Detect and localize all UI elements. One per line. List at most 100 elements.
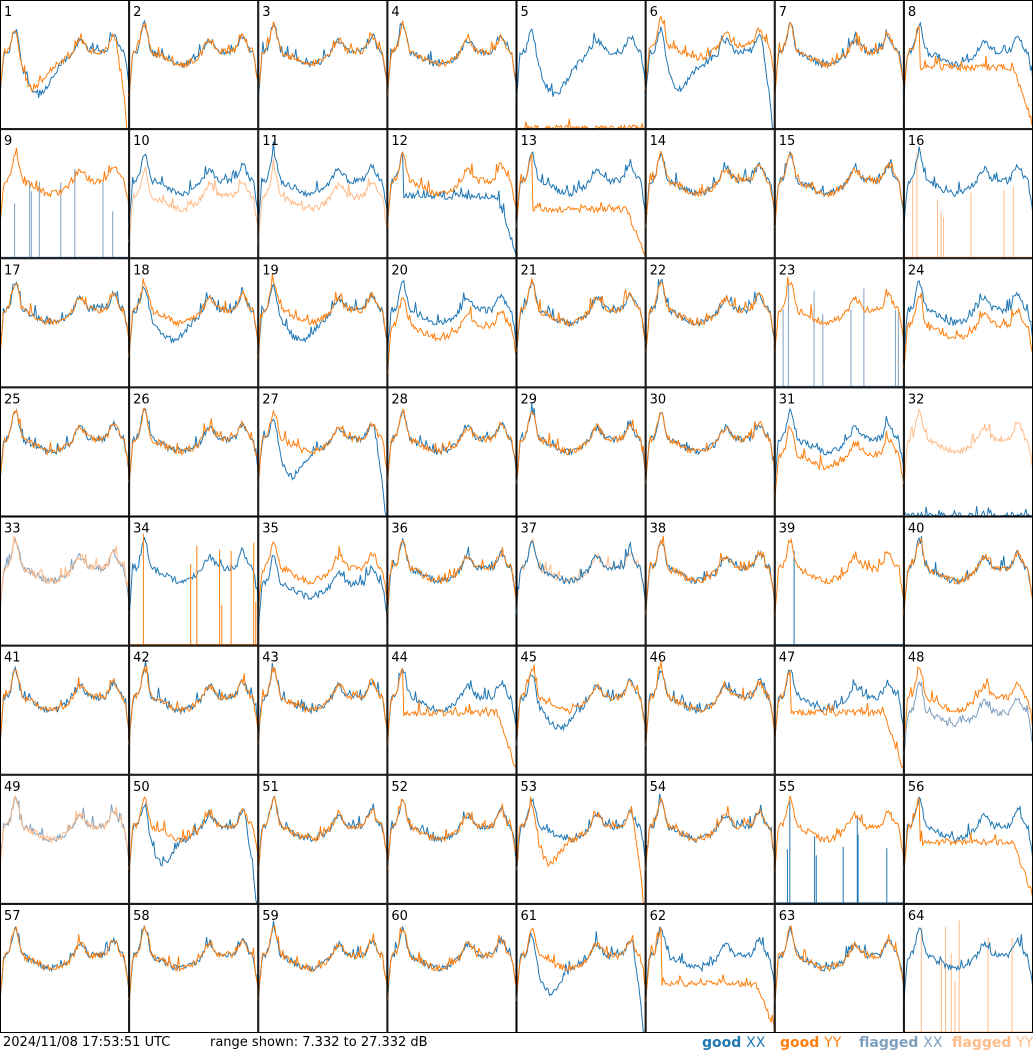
- panel-13: 13: [516, 129, 647, 259]
- series-yy-3: [257, 21, 388, 88]
- series-xx-7: [774, 21, 905, 91]
- panel-frame: [774, 903, 904, 1033]
- panel-frame: [129, 258, 259, 388]
- panel-frame: [774, 129, 904, 259]
- panel-number: 30: [650, 392, 667, 407]
- panel-19: 19: [257, 258, 388, 388]
- series-yy-7: [774, 22, 905, 97]
- range-label: range shown: 7.332 to 27.332 dB: [210, 1035, 428, 1050]
- series-yy-57: [0, 926, 130, 1001]
- panel-14: 14: [645, 129, 776, 259]
- panel-frame: [903, 0, 1033, 130]
- panel-number: 10: [133, 134, 150, 149]
- panel-frame: [129, 774, 259, 904]
- panel-frame: [129, 129, 259, 259]
- panel-frame: [645, 645, 775, 775]
- panel-frame: [387, 903, 517, 1033]
- series-yy-13: [516, 153, 647, 257]
- panel-number: 53: [521, 780, 538, 795]
- panel-54: 54: [645, 774, 776, 904]
- panel-37: 37: [516, 516, 647, 646]
- series-yy-28: [386, 408, 517, 483]
- series-xx-14: [645, 152, 776, 228]
- series-xx-43: [257, 663, 388, 745]
- panel-frame: [0, 645, 130, 775]
- panel-58: 58: [128, 903, 259, 1033]
- series-xx-5: [516, 28, 647, 97]
- panel-6: 6: [645, 0, 776, 130]
- panel-frame: [387, 645, 517, 775]
- panel-number: 60: [391, 909, 408, 924]
- panel-frame: [129, 903, 259, 1033]
- panel-9: 9: [0, 129, 130, 259]
- series-xx-60: [386, 926, 517, 1001]
- series-yy-9: [0, 147, 130, 227]
- series-yy-41: [0, 668, 130, 745]
- panel-frame: [0, 0, 130, 130]
- series-yy-45: [516, 664, 647, 746]
- series-yy-62: [645, 927, 776, 1032]
- panel-number: 55: [779, 780, 796, 795]
- panel-frame: [645, 903, 775, 1033]
- panel-11: 11: [257, 129, 388, 259]
- series-xx-8: [903, 21, 1033, 98]
- panel-22: 22: [645, 258, 776, 388]
- panel-frame: [516, 516, 646, 646]
- panel-number: 21: [521, 263, 538, 278]
- panel-62: 62: [645, 903, 776, 1033]
- panel-24: 24: [903, 258, 1033, 388]
- panel-23: 23: [774, 258, 905, 388]
- panel-46: 46: [645, 645, 776, 775]
- panel-60: 60: [386, 903, 517, 1033]
- panel-frame: [645, 516, 775, 646]
- series-yy-26: [128, 407, 259, 483]
- series-xx-47: [774, 669, 905, 740]
- panel-number: 46: [650, 651, 667, 666]
- panel-number: 13: [521, 134, 538, 149]
- panel-2: 2: [128, 0, 259, 130]
- series-xx-62: [645, 925, 776, 1002]
- series-xx-52: [386, 798, 517, 870]
- series-yy-53: [516, 796, 646, 904]
- panel-number: 48: [908, 651, 925, 666]
- panel-number: 22: [650, 263, 667, 278]
- series-yy-60: [386, 927, 517, 1001]
- panel-frame: [387, 774, 517, 904]
- panel-number: 45: [521, 651, 538, 666]
- panel-frame: [129, 645, 259, 775]
- series-yy-14: [645, 150, 776, 228]
- panel-number: 20: [391, 263, 408, 278]
- series-xx-1: [0, 28, 130, 98]
- panel-frame: [387, 258, 517, 388]
- series-yy-35: [257, 540, 388, 614]
- legend-good-xx: good XX: [702, 1035, 766, 1051]
- panel-frame: [387, 0, 517, 130]
- series-xx-29: [516, 403, 647, 484]
- panel-53: 53: [516, 774, 647, 904]
- series-yy-24: [903, 292, 1033, 369]
- series-xx-27: [257, 418, 388, 517]
- series-yy-32: [903, 407, 1033, 484]
- series-xx-12: [386, 151, 517, 258]
- panel-42: 42: [128, 645, 259, 775]
- series-yy-46: [645, 661, 776, 746]
- series-xx-35: [257, 555, 388, 630]
- series-xx-11: [257, 141, 388, 228]
- panel-number: 32: [908, 392, 925, 407]
- series-yy-49: [0, 795, 130, 869]
- series-xx-6: [645, 26, 775, 129]
- panel-number: 35: [262, 522, 279, 537]
- panel-number: 31: [779, 392, 796, 407]
- series-yy-42: [128, 665, 259, 745]
- panel-frame: [774, 0, 904, 130]
- panel-59: 59: [257, 903, 388, 1033]
- series-xx-22: [645, 279, 776, 344]
- panel-number: 14: [650, 134, 667, 149]
- panel-52: 52: [386, 774, 517, 904]
- panel-number: 51: [262, 780, 279, 795]
- panel-number: 3: [262, 5, 270, 20]
- series-yy-1: [0, 30, 130, 129]
- panel-35: 35: [257, 516, 388, 646]
- panel-40: 40: [903, 516, 1033, 646]
- series-xx-54: [645, 793, 776, 871]
